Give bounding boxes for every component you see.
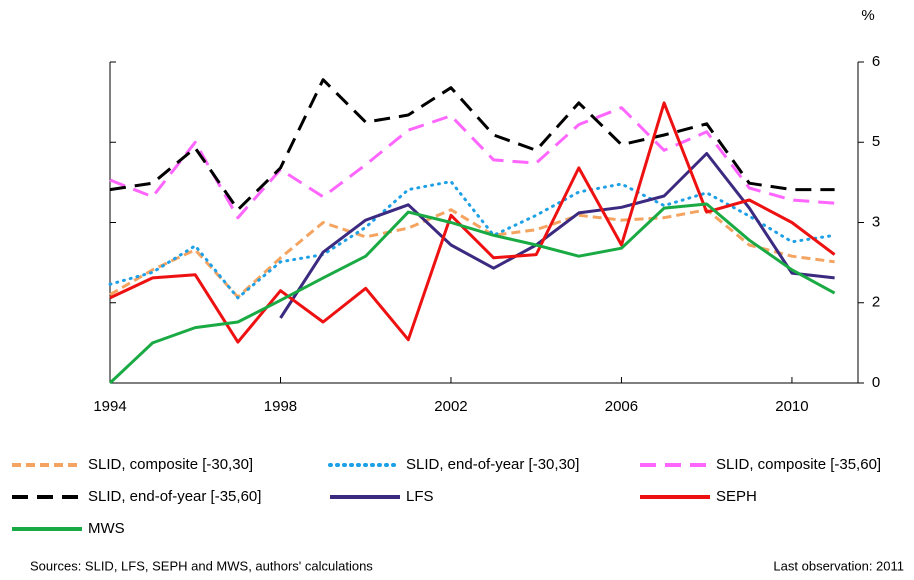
legend-label: SLID, end-of-year [-30,30] [406,456,579,473]
legend-label: LFS [406,488,434,505]
series-line [279,152,835,319]
legend-label: SLID, composite [-30,30] [88,456,253,473]
legend-label: SEPH [716,488,757,505]
legend-label: MWS [88,520,125,537]
series-line [109,78,835,212]
note: Last observation: 2011 [773,558,904,573]
y-tick-label: 3 [872,213,880,230]
y-tick-label: 5 [872,133,880,150]
x-tick-label: 2002 [434,398,467,415]
y-tick-label: 2 [872,294,880,311]
unit-label: % [861,7,874,24]
y-tick-label: 0 [872,374,880,391]
series-line [108,202,836,385]
x-tick-label: 1998 [264,398,297,415]
x-tick-label: 1994 [93,398,126,415]
legend-label: SLID, end-of-year [-35,60] [88,488,261,505]
source: Sources: SLID, LFS, SEPH and MWS, author… [30,558,373,573]
y-tick-label: 6 [872,53,880,70]
series-line [108,180,837,300]
x-tick-label: 2010 [775,398,808,415]
legend-label: SLID, composite [-35,60] [716,456,881,473]
x-tick-label: 2006 [605,398,638,415]
series-line [109,208,835,299]
series-line [109,106,835,220]
